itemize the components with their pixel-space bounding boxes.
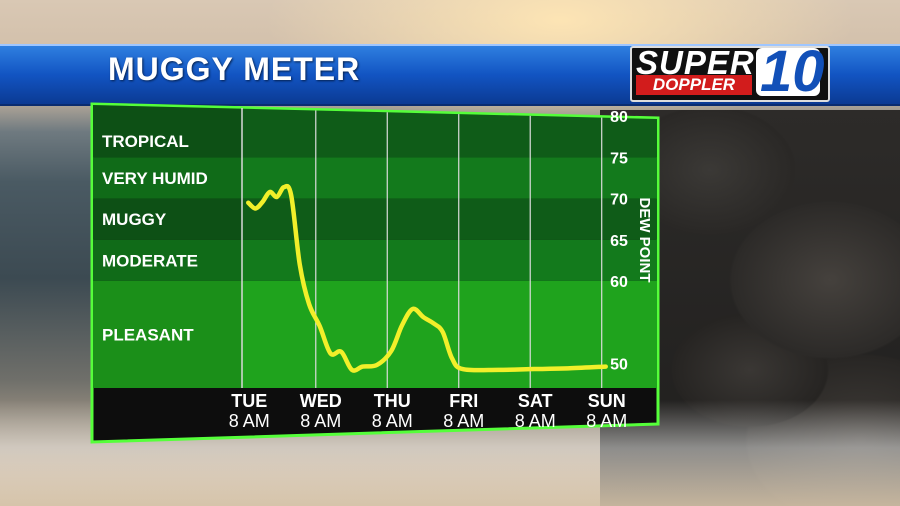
category-label-muggy: MUGGY (102, 210, 167, 229)
y-tick-label: 80 (610, 109, 628, 126)
x-label-time-sun: 8 AM (586, 411, 627, 431)
y-tick-label: 65 (610, 233, 628, 250)
category-band-very-humid (93, 157, 657, 199)
y-tick-label: 70 (610, 192, 628, 209)
logo-number-text: 10 (760, 39, 825, 104)
x-label-time-tue: 8 AM (229, 411, 270, 431)
logo-super-text: SUPER (636, 44, 755, 81)
category-label-pleasant: PLEASANT (102, 325, 194, 344)
category-band-moderate (93, 239, 657, 281)
x-label-time-fri: 8 AM (443, 411, 484, 431)
category-label-moderate: MODERATE (102, 251, 198, 270)
logo-number-badge (756, 48, 820, 96)
x-label-day-sun: SUN (588, 391, 626, 411)
y-tick-label: 50 (610, 356, 628, 373)
x-label-time-thu: 8 AM (372, 411, 413, 431)
page-title: MUGGY METER (108, 51, 361, 87)
x-label-day-sat: SAT (518, 391, 553, 411)
y-axis-label: DEW POINT (636, 198, 653, 283)
x-label-day-thu: THU (374, 391, 411, 411)
y-tick-label: 60 (610, 274, 628, 291)
category-label-very-humid: VERY HUMID (102, 169, 208, 188)
x-label-time-sat: 8 AM (515, 411, 556, 431)
x-label-day-tue: TUE (231, 391, 267, 411)
y-tick-label: 75 (610, 150, 628, 167)
logo-doppler-text: DOPPLER (636, 75, 752, 95)
dew-point-line-0 (246, 183, 608, 373)
category-column (93, 105, 242, 388)
x-label-time-wed: 8 AM (300, 411, 341, 431)
category-label-tropical: TROPICAL (102, 132, 189, 151)
x-label-day-fri: FRI (449, 391, 478, 411)
x-label-day-wed: WED (300, 391, 342, 411)
category-band-muggy (93, 198, 657, 240)
